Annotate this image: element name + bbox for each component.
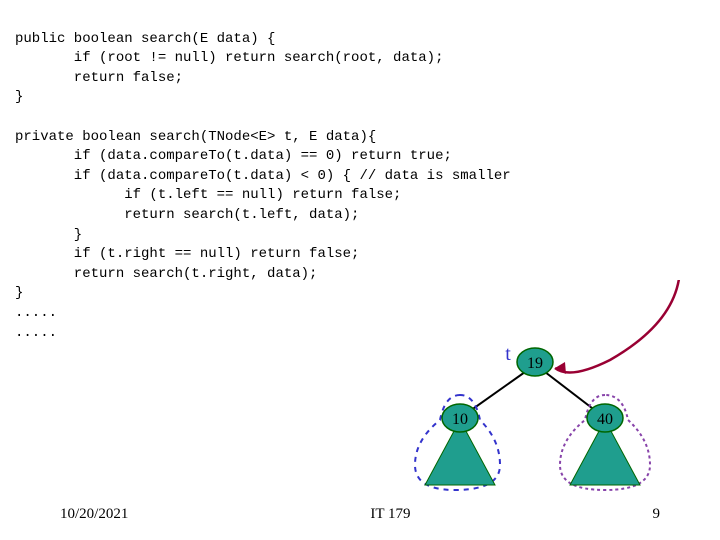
code-line: return false;	[15, 70, 183, 86]
code-line: .....	[15, 325, 57, 341]
arrow-x-to-root	[555, 280, 680, 373]
code-line: if (data.compareTo(t.data) == 0) return …	[15, 148, 452, 164]
footer-date: 10/20/2021	[60, 504, 128, 525]
root-node-value: 19	[527, 355, 543, 372]
code-line: }	[15, 227, 82, 243]
code-line: if (data.compareTo(t.data) < 0) { // dat…	[15, 168, 511, 184]
code-line: if (t.left == null) return false;	[15, 187, 401, 203]
right-node-value: 40	[597, 411, 613, 428]
t-label: t	[505, 343, 511, 365]
footer-course: IT 179	[370, 504, 410, 525]
code-line: .....	[15, 305, 57, 321]
tree-diagram: x 19 t 10 40	[380, 280, 720, 510]
code-line: if (root != null) return search(root, da…	[15, 50, 443, 66]
code-line: return search(t.right, data);	[15, 266, 317, 282]
left-node-value: 10	[452, 411, 468, 428]
footer: 10/20/2021 IT 179 9	[0, 504, 720, 525]
code-line: }	[15, 89, 23, 105]
code-line: if (t.right == null) return false;	[15, 246, 359, 262]
code-line: return search(t.left, data);	[15, 207, 359, 223]
code-line: }	[15, 285, 23, 301]
footer-page: 9	[652, 504, 660, 525]
code-line: private boolean search(TNode<E> t, E dat…	[15, 129, 376, 145]
code-line: public boolean search(E data) {	[15, 31, 275, 47]
